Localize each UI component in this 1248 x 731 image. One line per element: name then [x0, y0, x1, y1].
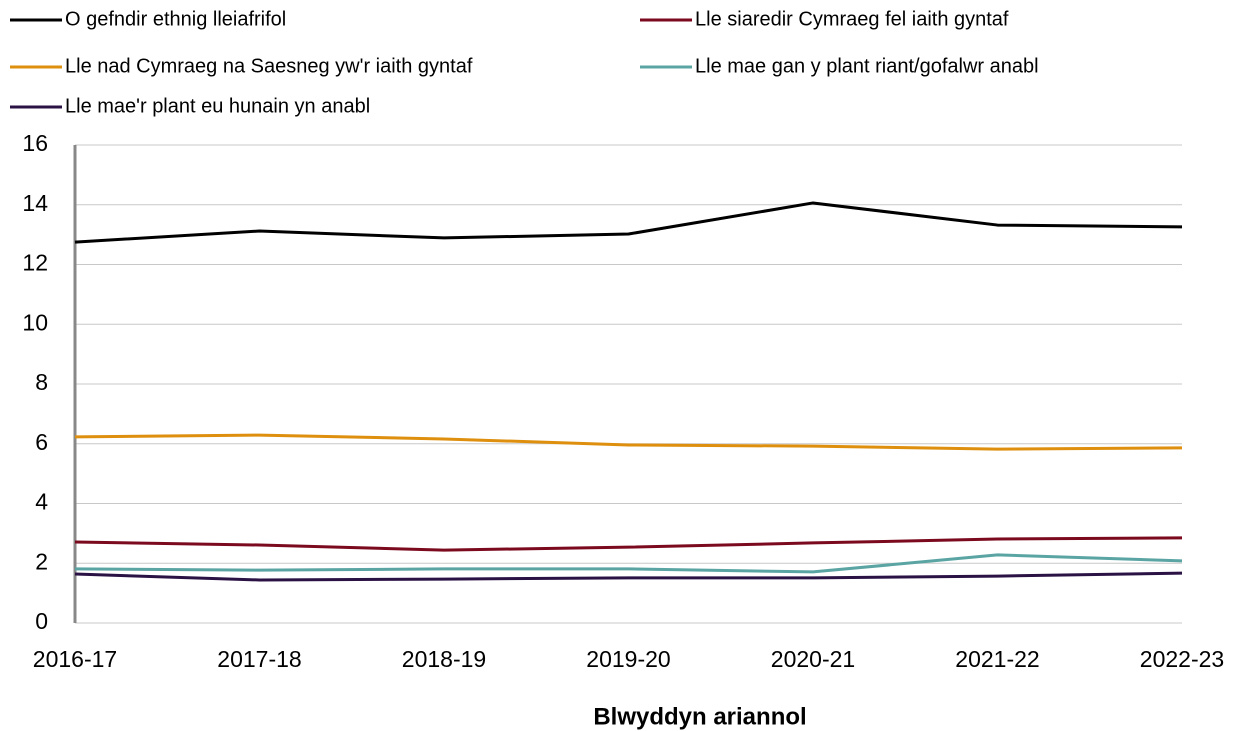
x-tick-label: 2022-23 [1140, 646, 1224, 672]
series-line [74, 433, 1183, 451]
x-tick-label: 2020-21 [771, 646, 855, 672]
y-tick-label: 12 [22, 250, 48, 276]
x-tick-label: 2016-17 [33, 646, 117, 672]
series-line [74, 553, 1183, 574]
series-line [74, 536, 1183, 552]
y-tick-label: 14 [22, 190, 48, 216]
y-tick-label: 16 [22, 130, 48, 156]
legend-label: Lle nad Cymraeg na Saesneg yw'r iaith gy… [65, 55, 473, 77]
legend-label: Lle mae'r plant eu hunain yn anabl [65, 95, 370, 117]
y-tick-label: 8 [35, 369, 48, 395]
x-tick-label: 2021-22 [955, 646, 1039, 672]
x-tick-label: 2019-20 [586, 646, 670, 672]
y-tick-label: 10 [22, 309, 48, 335]
series-line [74, 571, 1183, 582]
y-tick-label: 0 [35, 608, 48, 634]
series-line [74, 201, 1183, 244]
y-tick-label: 4 [35, 489, 48, 515]
x-axis-label: Blwyddyn ariannol [593, 703, 806, 730]
y-tick-label: 6 [35, 429, 48, 455]
legend-label: O gefndir ethnig lleiafrifol [65, 8, 286, 30]
legend-label: Lle siaredir Cymraeg fel iaith gyntaf [695, 8, 1009, 30]
legend-label: Lle mae gan y plant riant/gofalwr anabl [695, 55, 1039, 77]
x-tick-label: 2017-18 [217, 646, 301, 672]
x-tick-label: 2018-19 [402, 646, 486, 672]
y-tick-label: 2 [35, 548, 48, 574]
